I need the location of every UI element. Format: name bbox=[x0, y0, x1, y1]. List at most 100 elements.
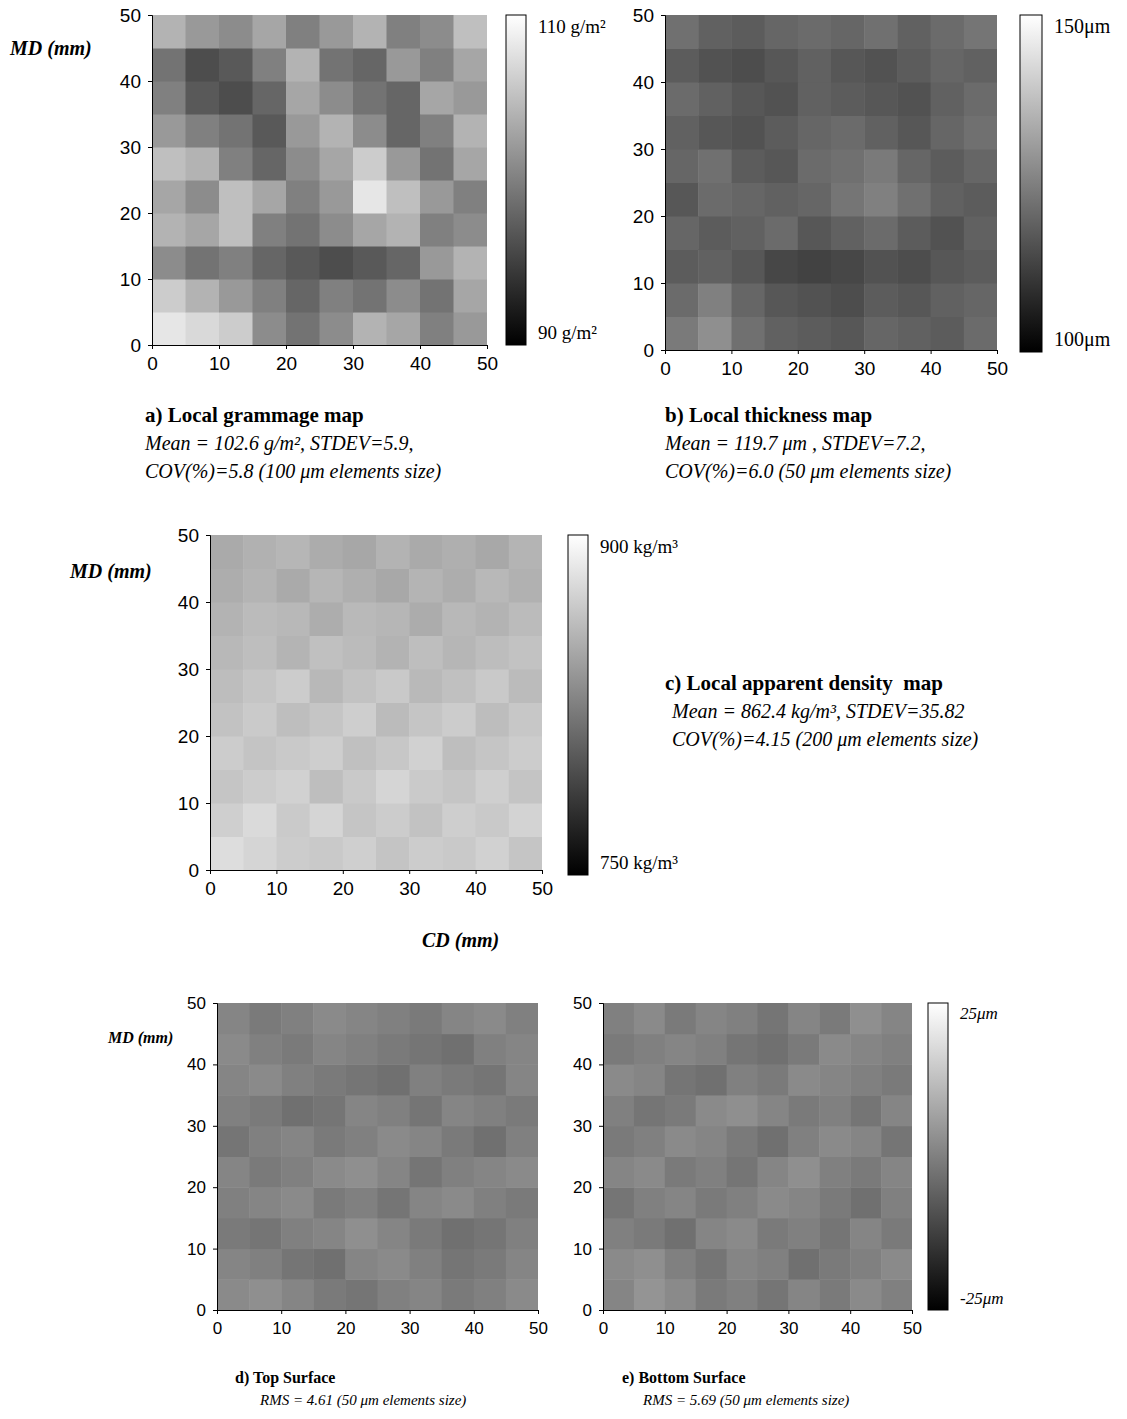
cell bbox=[765, 15, 799, 49]
tick: 40 bbox=[465, 1310, 484, 1338]
tick-label: 10 bbox=[656, 1319, 675, 1338]
cell bbox=[731, 116, 765, 150]
cell bbox=[253, 180, 287, 214]
cell bbox=[696, 1218, 727, 1249]
cell bbox=[881, 1003, 912, 1034]
tick: 10 bbox=[187, 1240, 217, 1259]
cell bbox=[186, 279, 220, 313]
cell bbox=[310, 636, 344, 670]
cell bbox=[345, 1249, 378, 1280]
tick-mark bbox=[213, 1003, 217, 1004]
tick: 30 bbox=[399, 870, 420, 899]
tick-label: 20 bbox=[633, 206, 654, 227]
cell bbox=[881, 1157, 912, 1188]
cell bbox=[665, 1249, 696, 1280]
cell bbox=[409, 569, 443, 603]
cell bbox=[409, 703, 443, 737]
tick: 50 bbox=[477, 345, 498, 374]
cell bbox=[210, 837, 244, 871]
tick-mark bbox=[276, 870, 277, 874]
tick: 0 bbox=[643, 340, 665, 361]
tick: 0 bbox=[213, 1310, 222, 1338]
cell bbox=[758, 1126, 789, 1157]
cell bbox=[798, 317, 832, 351]
tick-mark bbox=[864, 350, 865, 354]
cell bbox=[217, 1003, 250, 1034]
cell bbox=[454, 312, 488, 345]
cell bbox=[409, 837, 443, 871]
cell bbox=[506, 1218, 538, 1249]
tick: 10 bbox=[656, 1310, 675, 1338]
cell bbox=[152, 279, 186, 313]
cell bbox=[310, 535, 344, 569]
cell bbox=[476, 770, 510, 804]
cell bbox=[320, 48, 354, 82]
cell bbox=[152, 246, 186, 280]
cell bbox=[210, 736, 244, 770]
cell bbox=[831, 116, 865, 150]
tick-label: 30 bbox=[343, 353, 364, 374]
y-axis: 01020304050 bbox=[187, 994, 217, 1320]
cell bbox=[665, 1218, 696, 1249]
cell bbox=[474, 1064, 507, 1095]
cell bbox=[850, 1034, 881, 1065]
cell bbox=[897, 183, 931, 217]
cell bbox=[819, 1249, 850, 1280]
tick-mark bbox=[148, 213, 152, 214]
cell bbox=[850, 1095, 881, 1126]
tick: 0 bbox=[188, 860, 210, 881]
cell bbox=[698, 116, 732, 150]
tick: 50 bbox=[178, 525, 210, 546]
cell bbox=[378, 1249, 411, 1280]
cell bbox=[603, 1157, 634, 1188]
cell bbox=[964, 149, 997, 183]
cell bbox=[217, 1187, 250, 1218]
cell bbox=[210, 703, 244, 737]
cell bbox=[420, 312, 454, 345]
tick-label: 10 bbox=[187, 1240, 206, 1259]
tick-label: 40 bbox=[178, 592, 199, 613]
cell bbox=[387, 213, 421, 247]
cell bbox=[420, 48, 454, 82]
tick: 10 bbox=[266, 870, 287, 899]
cell bbox=[276, 636, 310, 670]
cell bbox=[378, 1034, 411, 1065]
tick-mark bbox=[599, 1187, 603, 1188]
cell bbox=[249, 1003, 282, 1034]
cell bbox=[864, 49, 898, 83]
tick: 10 bbox=[721, 350, 742, 379]
tick-mark bbox=[661, 216, 665, 217]
tick-label: 50 bbox=[477, 353, 498, 374]
cell bbox=[696, 1064, 727, 1095]
tick: 0 bbox=[583, 1301, 603, 1320]
cell bbox=[219, 114, 253, 148]
cell bbox=[758, 1003, 789, 1034]
cell bbox=[186, 246, 220, 280]
cell bbox=[798, 82, 832, 116]
tick-mark bbox=[148, 81, 152, 82]
cell bbox=[964, 183, 997, 217]
cell bbox=[310, 770, 344, 804]
x-axis-title: CD (mm) bbox=[422, 929, 499, 952]
cell bbox=[476, 803, 510, 837]
tick-label: 20 bbox=[178, 726, 199, 747]
tick: 40 bbox=[410, 345, 431, 374]
tick-mark bbox=[474, 1310, 475, 1314]
cell bbox=[343, 803, 377, 837]
tick: 30 bbox=[779, 1310, 798, 1338]
cell bbox=[152, 147, 186, 181]
tick-mark bbox=[206, 602, 210, 603]
cell bbox=[474, 1279, 507, 1310]
cell bbox=[243, 803, 277, 837]
cell bbox=[409, 770, 443, 804]
tick-label: 40 bbox=[633, 72, 654, 93]
cell bbox=[387, 81, 421, 115]
cell bbox=[286, 213, 320, 247]
tick: 50 bbox=[187, 994, 217, 1013]
cell bbox=[474, 1249, 507, 1280]
panel: 0102030405001020304050MD (mm)CD (mm)c) L… bbox=[69, 525, 979, 952]
cell bbox=[798, 250, 832, 284]
cell bbox=[217, 1064, 250, 1095]
cell bbox=[758, 1249, 789, 1280]
cell bbox=[313, 1003, 346, 1034]
